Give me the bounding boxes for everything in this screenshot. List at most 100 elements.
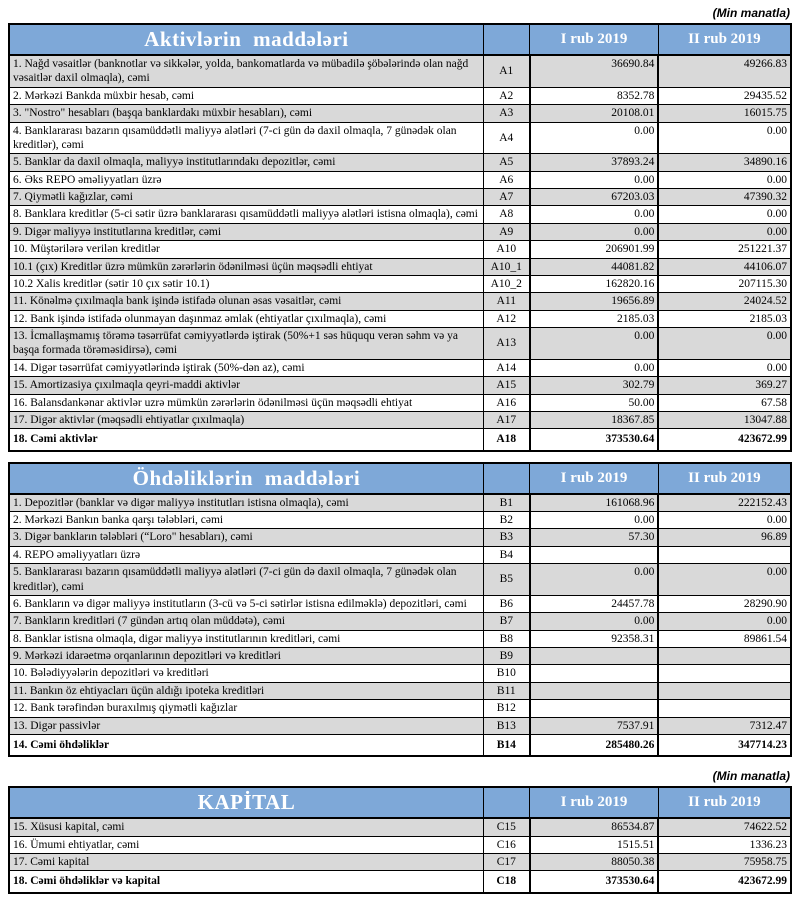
value-q1: 44081.82 <box>529 257 660 276</box>
value-q2: 369.27 <box>657 376 792 395</box>
capital-header-row: KAPİTAL I rub 2019 II rub 2019 <box>8 786 792 820</box>
row-label: 5. Banklar da daxil olmaqla, maliyyə ins… <box>8 153 484 172</box>
assets-col-header-q2: II rub 2019 <box>657 23 792 56</box>
table-row: 12. Bank tərəfindən buraxılmış qiymətli … <box>8 699 792 718</box>
value-q2: 251221.37 <box>657 240 792 259</box>
row-label: 13. Digər passivlər <box>8 716 484 735</box>
liabilities-table-title: Öhdəliklərin maddələri <box>8 462 484 495</box>
value-q2: 0.00 <box>657 205 792 224</box>
row-code: A8 <box>482 205 531 224</box>
table-row: 10. Müştərilərə verilən kreditlər A10 2069… <box>8 240 792 259</box>
value-q1: 18367.85 <box>529 410 660 430</box>
row-code: A18 <box>482 428 531 452</box>
row-label: 10.1 (çıx) Kreditlər üzrə mümkün zərərlə… <box>8 257 484 276</box>
value-q1: 20108.01 <box>529 104 660 123</box>
table-row: 2. Mərkəzi Bankda müxbir hesab, cəmi A2 83… <box>8 86 792 106</box>
value-q2 <box>657 545 792 565</box>
value-q2: 0.00 <box>657 510 792 530</box>
row-label: 6. Əks REPO əməliyyatları üzrə <box>8 170 484 190</box>
row-label: 10. Müştərilərə verilən kreditlər <box>8 240 484 259</box>
capital-code-column-header <box>482 786 531 820</box>
row-code: B4 <box>482 545 531 565</box>
value-q1 <box>529 699 660 718</box>
assets-table-body: 1. Nağd vəsaitlər (banknotlar və sikkələ… <box>8 54 792 452</box>
value-q1 <box>529 545 660 565</box>
value-q2: 34890.16 <box>657 153 792 172</box>
value-q1: 36690.84 <box>529 54 660 88</box>
row-code: A2 <box>482 86 531 106</box>
table-row: 5. Banklararası bazarın qısamüddətli mal… <box>8 563 792 596</box>
value-q2: 347714.23 <box>657 733 792 757</box>
value-q2 <box>657 681 792 701</box>
value-q2: 47390.32 <box>657 187 792 207</box>
value-q1 <box>529 664 660 683</box>
value-q1: 0.00 <box>529 563 660 596</box>
table-row: 13. İcmallaşmamış törəmə təsərrüfat cəmi… <box>8 327 792 360</box>
value-q1: 162820.16 <box>529 274 660 294</box>
value-q1: 86534.87 <box>529 817 660 837</box>
table-row: 3. Digər bankların tələbləri (“Loro" hes… <box>8 528 792 547</box>
assets-code-column-header <box>482 23 531 56</box>
value-q2: 29435.52 <box>657 86 792 106</box>
value-q2: 67.58 <box>657 393 792 412</box>
capital-table-body: 15. Xüsusi kapital, cəmi C15 86534.87 74622… <box>8 817 792 894</box>
table-row: 4. REPO əməliyyatları üzrə B4 <box>8 545 792 565</box>
value-q2: 0.00 <box>657 358 792 378</box>
value-q2 <box>657 699 792 718</box>
value-q2: 44106.07 <box>657 257 792 276</box>
value-q1: 19656.89 <box>529 292 660 311</box>
row-label: 15. Amortizasiya çıxılmaqla qeyri-maddi … <box>8 376 484 395</box>
row-label: 10. Bələdiyyələrin depozitləri və kredit… <box>8 664 484 683</box>
unit-note-top: (Min manatla) <box>712 6 790 20</box>
row-label: 1. Depozitlər (banklar və digər maliyyə … <box>8 493 484 512</box>
assets-header-row: Aktivlərin maddələri I rub 2019 II rub 2… <box>8 23 792 56</box>
row-code: B5 <box>482 563 531 596</box>
row-code: A16 <box>482 393 531 412</box>
value-q2: 2185.03 <box>657 309 792 329</box>
value-q1: 50.00 <box>529 393 660 412</box>
value-q2 <box>657 646 792 666</box>
value-q1: 88050.38 <box>529 852 660 872</box>
row-label: 4. REPO əməliyyatları üzrə <box>8 545 484 565</box>
row-label: 18. Cəmi aktivlər <box>8 428 484 452</box>
row-label: 10.2 Xalis kreditlər (sətir 10 çıx sətir… <box>8 274 484 294</box>
capital-table: KAPİTAL I rub 2019 II rub 2019 15. Xüsus… <box>8 786 792 894</box>
table-row: 15. Xüsusi kapital, cəmi C15 86534.87 74622… <box>8 817 792 837</box>
row-label: 18. Cəmi öhdəliklər və kapital <box>8 870 484 894</box>
table-row: 10.2 Xalis kreditlər (sətir 10 çıx sətir… <box>8 274 792 294</box>
row-code: A4 <box>482 121 531 155</box>
value-q1: 0.00 <box>529 612 660 631</box>
table-row: 7. Bankların kreditləri (7 gündən artıq … <box>8 612 792 631</box>
table-row: 2. Mərkəzi Bankın banka qarşı tələbləri,… <box>8 510 792 530</box>
value-q1 <box>529 681 660 701</box>
value-q1: 206901.99 <box>529 240 660 259</box>
liabilities-col-header-q1: I rub 2019 <box>529 462 659 495</box>
row-code: B13 <box>482 716 531 735</box>
table-row: 14. Digər təsərrüfat cəmiyyətlərində işt… <box>8 358 792 378</box>
table-row: 9. Digər maliyyə institutlarına kreditlə… <box>8 222 792 242</box>
value-q2: 222152.43 <box>657 493 792 512</box>
table-row: 16. Ümumi ehtiyatlar, cəmi C16 1515.51 1336… <box>8 835 792 855</box>
row-label: 17. Digər aktivlər (məqsədli ehtiyatlar … <box>8 410 484 430</box>
row-code: A17 <box>482 410 531 430</box>
liabilities-header-row: Öhdəliklərin maddələri I rub 2019 II rub… <box>8 462 792 495</box>
table-row: 11. Könəlmə çıxılmaqla bank işində istif… <box>8 292 792 311</box>
table-row: 6. Əks REPO əməliyyatları üzrə A6 0.00 0.00 <box>8 170 792 190</box>
row-code: A1 <box>482 54 531 88</box>
value-q2: 0.00 <box>657 327 792 360</box>
value-q2: 13047.88 <box>657 410 792 430</box>
liabilities-table-body: 1. Depozitlər (banklar və digər maliyyə … <box>8 493 792 757</box>
value-q1: 0.00 <box>529 222 660 242</box>
row-code: A9 <box>482 222 531 242</box>
value-q1: 0.00 <box>529 358 660 378</box>
row-code: A12 <box>482 309 531 329</box>
table-row: 15. Amortizasiya çıxılmaqla qeyri-maddi … <box>8 376 792 395</box>
value-q1: 0.00 <box>529 205 660 224</box>
row-label: 11. Könəlmə çıxılmaqla bank işində istif… <box>8 292 484 311</box>
unit-note-capital: (Min manatla) <box>712 769 790 784</box>
table-row: 18. Cəmi öhdəliklər və kapital C18 373530.… <box>8 870 792 894</box>
row-label: 14. Digər təsərrüfat cəmiyyətlərində işt… <box>8 358 484 378</box>
table-row: 12. Bank işində istifadə olunmayan daşın… <box>8 309 792 329</box>
table-row: 6. Bankların və digər maliyyə institutla… <box>8 594 792 614</box>
value-q2: 0.00 <box>657 222 792 242</box>
